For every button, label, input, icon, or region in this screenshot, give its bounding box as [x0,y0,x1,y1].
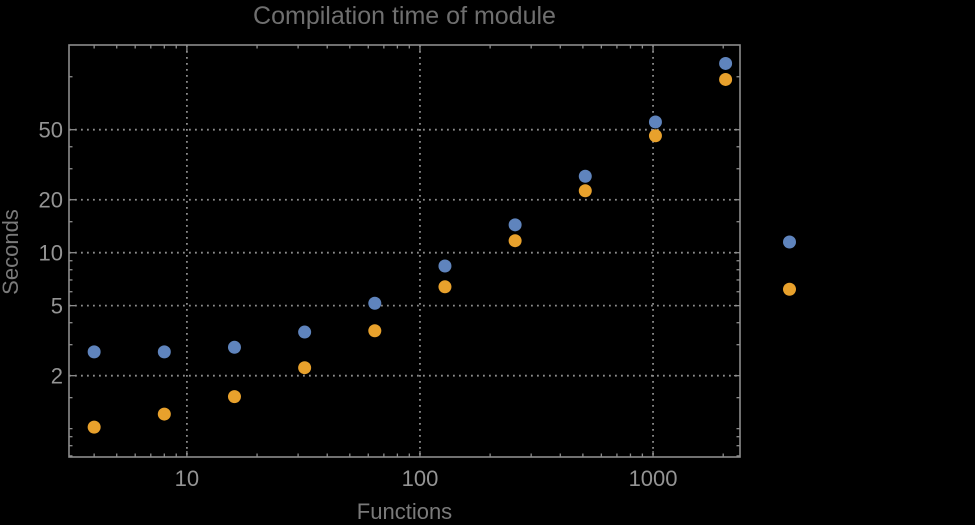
x-tick-label: 100 [402,466,439,491]
y-tick-label: 2 [51,364,63,389]
data-point-series-orange [648,129,662,143]
data-point-series-blue [227,340,241,354]
data-point-series-blue [298,325,312,339]
outside-point-series-orange [782,282,796,296]
y-tick-label: 20 [39,188,63,213]
data-point-series-blue [719,56,733,70]
data-point-series-blue [578,169,592,183]
data-point-series-orange [298,361,312,375]
data-point-series-orange [368,324,382,338]
data-point-series-blue [438,259,452,273]
x-tick-label: 10 [175,466,199,491]
data-point-series-blue [368,296,382,310]
data-point-series-orange [438,280,452,294]
data-point-series-orange [719,72,733,86]
data-point-series-blue [87,345,101,359]
y-tick-label: 5 [51,294,63,319]
data-point-series-orange [578,184,592,198]
data-point-series-orange [508,234,522,248]
y-tick-label: 50 [39,118,63,143]
x-axis-label: Functions [356,499,453,524]
chart-title: Compilation time of module [253,2,556,30]
outside-point-series-blue [782,235,796,249]
data-point-series-blue [648,115,662,129]
plot-frame [68,44,741,458]
y-tick-label: 10 [39,241,63,266]
data-point-series-orange [87,420,101,434]
data-point-series-blue [508,218,522,232]
data-point-series-orange [157,407,171,421]
x-tick-label: 1000 [629,466,678,491]
data-point-series-orange [227,390,241,404]
data-point-series-blue [157,345,171,359]
